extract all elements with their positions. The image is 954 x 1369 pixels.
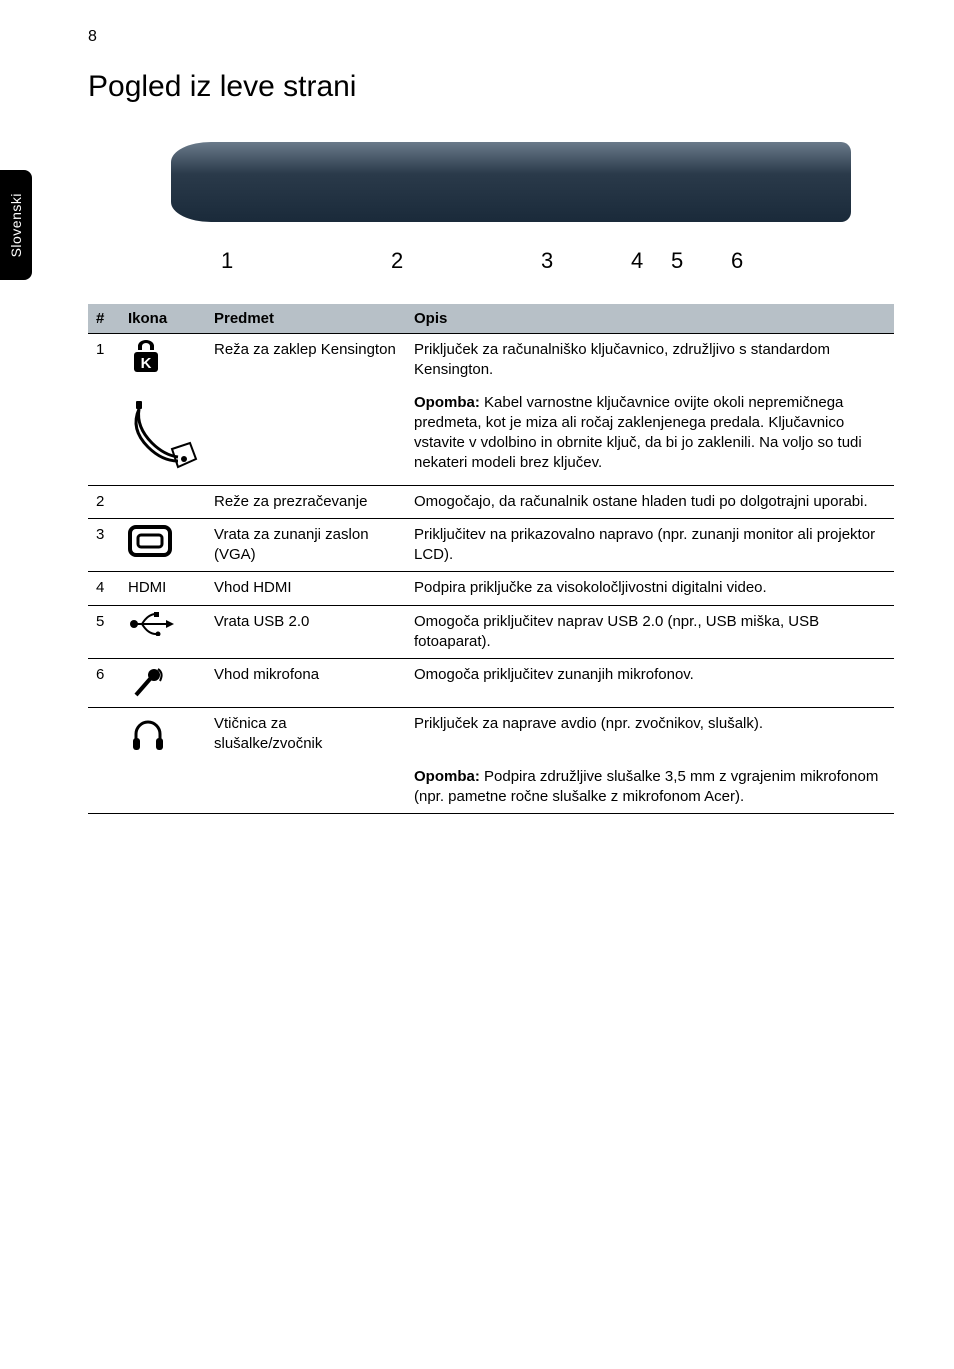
- cell-num: 3: [88, 518, 120, 572]
- table-row: 5 Vrata USB 2.0 Omogoča priključitev nap…: [88, 605, 894, 659]
- cell-icon: [120, 485, 206, 518]
- page-content: Pogled iz leve strani 1 2 3 4 5 6 # Ikon…: [88, 0, 894, 814]
- svg-text:K: K: [141, 355, 152, 372]
- cell-pred: Vtičnica za slušalke/zvočnik: [206, 708, 406, 761]
- language-tab-label: Slovenski: [8, 193, 24, 257]
- note-text: Kabel varnostne ključavnice ovijte okoli…: [414, 394, 862, 472]
- page-title: Pogled iz leve strani: [88, 70, 894, 104]
- cell-opis: Omogočajo, da računalnik ostane hladen t…: [406, 485, 894, 518]
- note-text-2: Podpira združljive slušalke 3,5 mm z vgr…: [414, 768, 878, 805]
- lock-k-icon: K: [128, 340, 164, 376]
- cell-pred: Reža za zaklep Kensington: [206, 334, 406, 387]
- cell-pred: Vrata USB 2.0: [206, 605, 406, 659]
- cell-num: 4: [88, 572, 120, 605]
- diagram-callouts: 1 2 3 4 5 6: [111, 244, 871, 274]
- hdmi-text-icon: HDMI: [128, 579, 166, 596]
- cell-num: 2: [88, 485, 120, 518]
- vga-icon: [128, 525, 172, 557]
- table-row: Opomba: Kabel varnostne ključavnice ovij…: [88, 387, 894, 486]
- callout-1: 1: [221, 248, 233, 274]
- header-opis: Opis: [406, 304, 894, 334]
- callout-2: 2: [391, 248, 403, 274]
- cell-num: 6: [88, 659, 120, 708]
- cell-opis: Omogoča priključitev zunanjih mikrofonov…: [406, 659, 894, 708]
- header-pred: Predmet: [206, 304, 406, 334]
- cell-opis: Omogoča priključitev naprav USB 2.0 (npr…: [406, 605, 894, 659]
- cable-lock-icon: [128, 399, 198, 479]
- cell-icon: [120, 387, 206, 486]
- cell-icon: [120, 659, 206, 708]
- cell-icon: [120, 518, 206, 572]
- cell-pred: Vhod mikrofona: [206, 659, 406, 708]
- cell-pred: [206, 761, 406, 814]
- cell-num: 5: [88, 605, 120, 659]
- usb-icon: [128, 612, 174, 636]
- cell-opis: Opomba: Kabel varnostne ključavnice ovij…: [406, 387, 894, 486]
- note-lead: Opomba:: [414, 768, 480, 785]
- table-row: 6 Vhod mikrofona Omogoča priključitev zu…: [88, 659, 894, 708]
- cell-pred: [206, 387, 406, 486]
- cell-pred: Vhod HDMI: [206, 572, 406, 605]
- table-row: Vtičnica za slušalke/zvočnik Priključek …: [88, 708, 894, 761]
- table-row: 2 Reže za prezračevanje Omogočajo, da ra…: [88, 485, 894, 518]
- table-row: Opomba: Podpira združljive slušalke 3,5 …: [88, 761, 894, 814]
- table-header-row: # Ikona Predmet Opis: [88, 304, 894, 334]
- language-tab: Slovenski: [0, 170, 32, 280]
- mic-icon: [128, 665, 164, 701]
- header-num: #: [88, 304, 120, 334]
- table-row: 4 HDMI Vhod HDMI Podpira priključke za v…: [88, 572, 894, 605]
- table-row: 3 Vrata za zunanji zaslon (VGA) Priključ…: [88, 518, 894, 572]
- cell-icon: [120, 605, 206, 659]
- page-number: 8: [88, 28, 97, 46]
- cell-opis: Priključitev na prikazovalno napravo (np…: [406, 518, 894, 572]
- cell-opis: Priključek za računalniško ključavnico, …: [406, 334, 894, 387]
- cell-opis: Opomba: Podpira združljive slušalke 3,5 …: [406, 761, 894, 814]
- headphone-icon: [128, 714, 168, 754]
- cell-icon: [120, 761, 206, 814]
- cell-num: [88, 387, 120, 486]
- ports-table: # Ikona Predmet Opis 1 K Reža za zaklep …: [88, 304, 894, 814]
- cell-icon: HDMI: [120, 572, 206, 605]
- cell-num: [88, 761, 120, 814]
- laptop-side-diagram: 1 2 3 4 5 6: [111, 134, 871, 274]
- cell-opis: Podpira priključke za visokoločljivostni…: [406, 572, 894, 605]
- cell-num: 1: [88, 334, 120, 387]
- table-row: 1 K Reža za zaklep Kensington Priključek…: [88, 334, 894, 387]
- cell-opis: Priključek za naprave avdio (npr. zvočni…: [406, 708, 894, 761]
- cell-icon: [120, 708, 206, 761]
- cell-icon: K: [120, 334, 206, 387]
- cell-num: [88, 708, 120, 761]
- callout-4: 4: [631, 248, 643, 274]
- laptop-side-shape: [171, 142, 851, 222]
- cell-pred: Vrata za zunanji zaslon (VGA): [206, 518, 406, 572]
- note-lead: Opomba:: [414, 394, 480, 411]
- callout-5: 5: [671, 248, 683, 274]
- callout-6: 6: [731, 248, 743, 274]
- callout-3: 3: [541, 248, 553, 274]
- cell-pred: Reže za prezračevanje: [206, 485, 406, 518]
- header-icon: Ikona: [120, 304, 206, 334]
